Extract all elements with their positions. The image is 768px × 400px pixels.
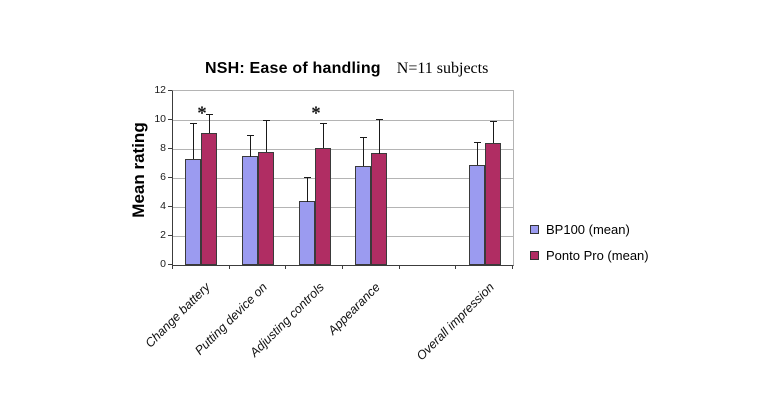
x-tick-mark (342, 265, 343, 269)
legend-swatch (530, 225, 539, 234)
x-tick-mark (399, 265, 400, 269)
significance-asterisk: * (311, 103, 321, 124)
legend: BP100 (mean) Ponto Pro (mean) (530, 222, 649, 274)
y-tick-mark (168, 264, 172, 265)
bar-bp100 (469, 165, 485, 265)
gridline (173, 236, 513, 237)
bar-bp100 (185, 159, 201, 265)
error-bar-cap (263, 120, 270, 121)
y-tick-mark (168, 119, 172, 120)
error-bar-cap (304, 177, 311, 178)
bar-ponto-pro (201, 133, 217, 265)
bar-bp100 (355, 166, 371, 265)
error-bar-line (323, 123, 324, 148)
gridline (173, 178, 513, 179)
y-tick-mark (168, 148, 172, 149)
bar-ponto-pro (371, 153, 387, 265)
legend-label: Ponto Pro (mean) (546, 248, 649, 263)
error-bar-cap (376, 119, 383, 120)
error-bar-line (209, 114, 210, 133)
error-bar-cap (320, 123, 327, 124)
bar-ponto-pro (315, 148, 331, 265)
x-tick-mark (172, 265, 173, 269)
error-bar-line (493, 121, 494, 143)
error-bar-line (193, 123, 194, 159)
y-tick-mark (168, 206, 172, 207)
x-category-label: Putting device on (192, 280, 270, 358)
gridline (173, 149, 513, 150)
error-bar-cap (190, 123, 197, 124)
x-category-label: Change battery (142, 280, 214, 351)
x-category-label: Adjusting controls (246, 280, 327, 360)
chart-title-row: NSH: Ease of handling N=11 subjects (205, 60, 488, 78)
x-tick-mark (285, 265, 286, 269)
error-bar-cap (247, 135, 254, 136)
error-bar-cap (360, 137, 367, 138)
y-tick-label: 4 (160, 200, 166, 212)
bar-bp100 (242, 156, 258, 265)
x-tick-mark (512, 265, 513, 269)
y-tick-mark (168, 235, 172, 236)
error-bar-cap (206, 114, 213, 115)
legend-item: BP100 (mean) (530, 222, 649, 237)
legend-item: Ponto Pro (mean) (530, 248, 649, 263)
bar-bp100 (299, 201, 315, 265)
gridline (173, 207, 513, 208)
y-tick-label: 8 (160, 142, 166, 154)
plot-area (172, 90, 514, 266)
y-tick-label: 6 (160, 171, 166, 183)
error-bar-line (363, 137, 364, 166)
chart-subtitle: N=11 subjects (396, 60, 489, 77)
error-bar-line (477, 142, 478, 165)
error-bar-line (379, 119, 380, 154)
x-tick-mark (455, 265, 456, 269)
legend-label: BP100 (mean) (546, 222, 630, 237)
y-tick-label: 12 (154, 84, 166, 96)
error-bar-cap (490, 121, 497, 122)
y-tick-mark (168, 177, 172, 178)
y-tick-label: 2 (160, 229, 166, 241)
significance-asterisk: * (197, 103, 207, 124)
bar-ponto-pro (258, 152, 274, 265)
error-bar-line (266, 120, 267, 152)
chart-title: NSH: Ease of handling (205, 60, 381, 77)
error-bar-line (307, 177, 308, 202)
error-bar-cap (474, 142, 481, 143)
bar-ponto-pro (485, 143, 501, 265)
gridline (173, 120, 513, 121)
y-tick-label: 0 (160, 258, 166, 270)
x-category-label: Overall impression (413, 280, 497, 364)
y-tick-mark (168, 90, 172, 91)
legend-swatch (530, 251, 539, 260)
x-tick-mark (229, 265, 230, 269)
y-tick-label: 10 (154, 113, 166, 125)
x-category-label: Appearance (325, 280, 384, 338)
error-bar-line (250, 135, 251, 157)
